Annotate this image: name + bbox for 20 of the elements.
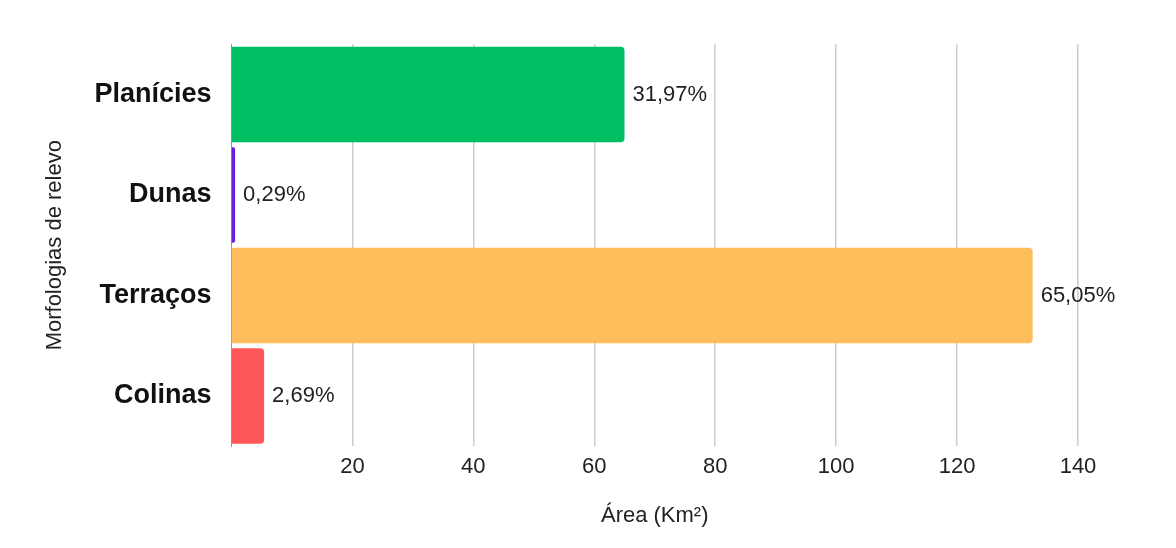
bar: [231, 247, 1033, 344]
x-axis-title: Área (Km²): [600, 501, 709, 527]
y-tick-label: Dunas: [128, 178, 212, 209]
y-tick-label: Planícies: [94, 77, 212, 108]
annotation: 2,69%: [272, 382, 335, 408]
x-tick-label: 100: [817, 453, 855, 479]
x-tick-label: 40: [461, 453, 486, 479]
y-tick-label: Colinas: [113, 379, 212, 410]
x-tick-label: 80: [702, 453, 728, 479]
annotation: 31,97%: [632, 80, 708, 106]
x-tick-label: 20: [340, 453, 365, 479]
x-tick-label: 140: [1059, 453, 1097, 479]
y-tick-label: Terraços: [99, 278, 212, 309]
x-tick-label: 60: [582, 453, 607, 479]
annotation: 0,29%: [243, 181, 306, 207]
bar: [231, 348, 265, 444]
x-tick-label: 120: [938, 453, 976, 479]
annotation: 65,05%: [1040, 281, 1116, 307]
bar: [231, 46, 625, 143]
y-axis-title: Morfologias de relevo: [41, 140, 67, 351]
